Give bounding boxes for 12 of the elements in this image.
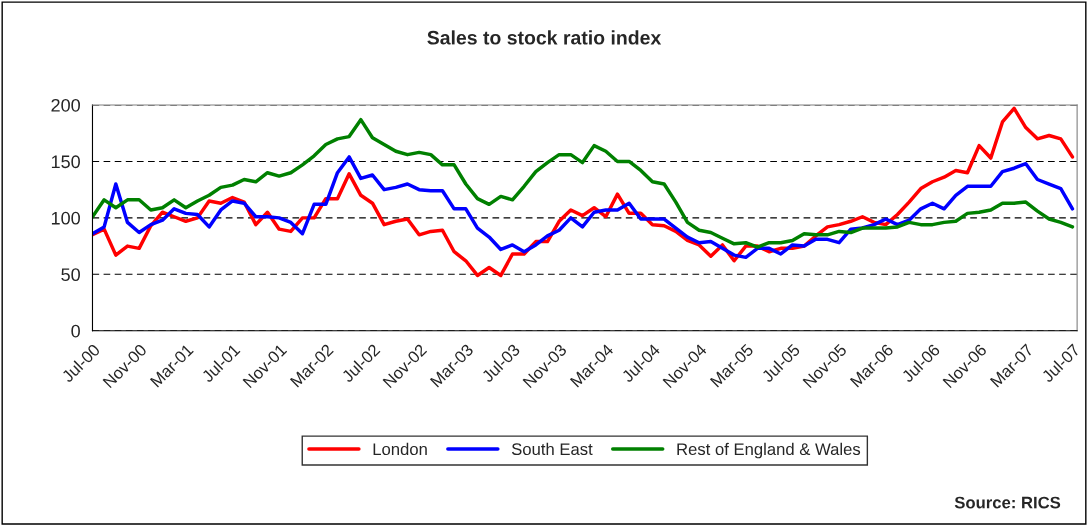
y-tick-label: 0 xyxy=(71,324,80,338)
source-note: Source: RICS xyxy=(954,496,1061,509)
y-tick-label: 50 xyxy=(61,268,80,282)
line-series xyxy=(92,117,1075,249)
chart-title: Sales to stock ratio index xyxy=(427,30,662,45)
line-series xyxy=(92,155,1075,260)
legend-label: Rest of England & Wales xyxy=(677,442,861,459)
y-tick-label: 150 xyxy=(51,155,80,169)
legend-label: London xyxy=(373,442,427,456)
legend-label: South East xyxy=(511,442,593,456)
y-tick-label: 100 xyxy=(51,211,80,225)
y-tick-label: 200 xyxy=(51,98,80,112)
